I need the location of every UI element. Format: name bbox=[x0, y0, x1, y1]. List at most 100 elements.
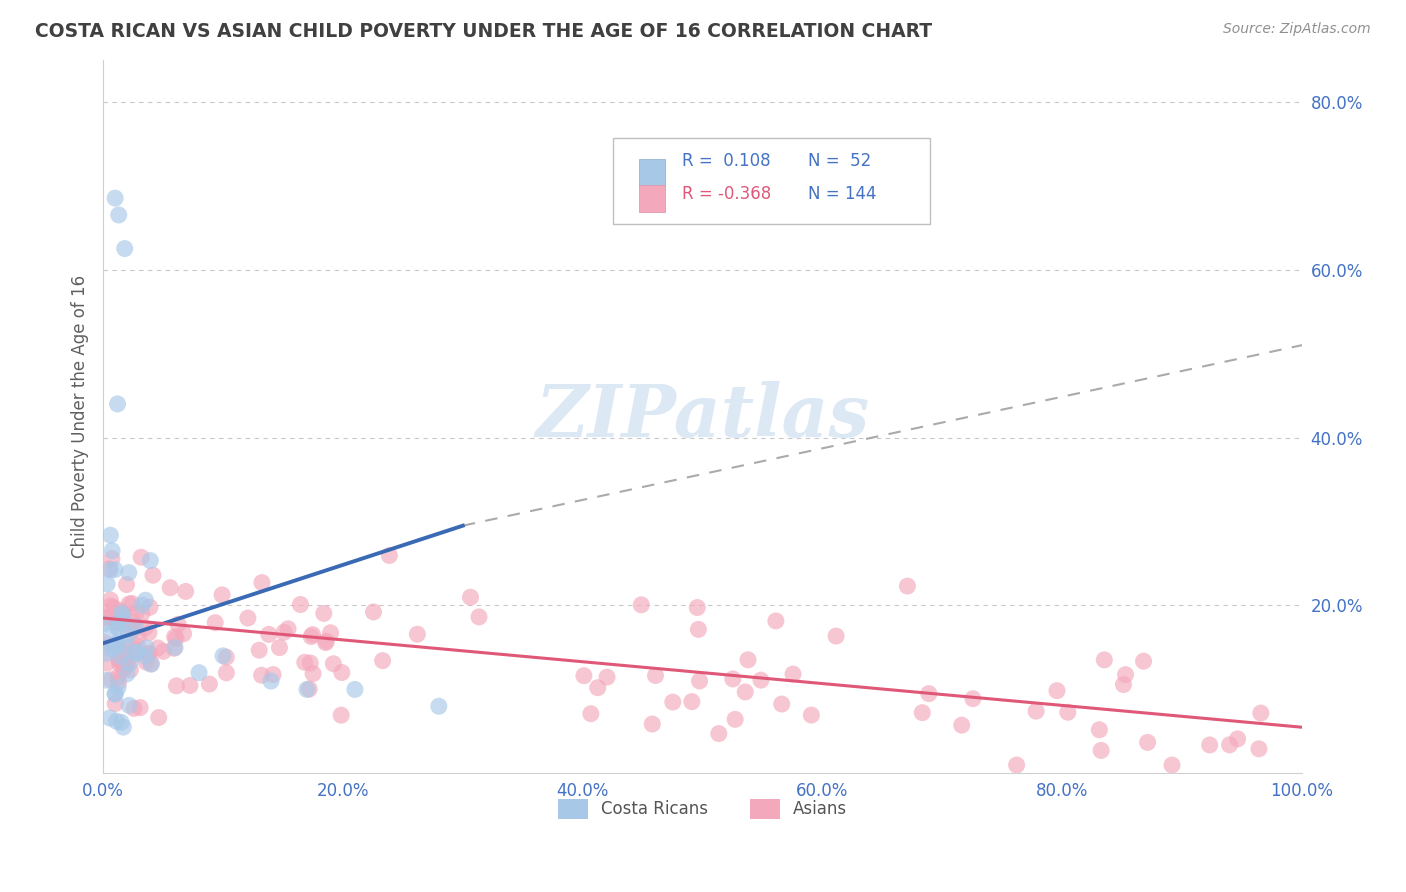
Point bbox=[122, 701, 145, 715]
Point bbox=[962, 691, 984, 706]
Point bbox=[179, 678, 201, 692]
Point bbox=[236, 611, 259, 625]
Point bbox=[749, 673, 772, 687]
Point bbox=[911, 706, 934, 720]
Point bbox=[250, 575, 273, 590]
Point bbox=[93, 616, 115, 631]
Point bbox=[1247, 741, 1270, 756]
Point bbox=[117, 640, 139, 655]
Point bbox=[688, 623, 710, 637]
Point bbox=[110, 606, 132, 620]
Point bbox=[107, 670, 129, 684]
Point bbox=[131, 607, 153, 621]
Point bbox=[212, 648, 235, 663]
Point bbox=[104, 687, 127, 701]
Point bbox=[1226, 731, 1249, 746]
Point bbox=[166, 679, 188, 693]
Point bbox=[118, 566, 141, 580]
Point bbox=[108, 653, 131, 667]
Point bbox=[117, 627, 139, 641]
Point bbox=[215, 650, 238, 665]
Point bbox=[689, 673, 711, 688]
Point bbox=[100, 641, 122, 656]
Point bbox=[247, 643, 270, 657]
Point bbox=[298, 682, 321, 697]
Point bbox=[301, 627, 323, 641]
Point bbox=[139, 600, 162, 615]
Point bbox=[100, 673, 122, 687]
Point bbox=[107, 208, 129, 222]
Point bbox=[115, 657, 138, 672]
Point bbox=[100, 609, 122, 624]
Point bbox=[312, 607, 335, 621]
Point bbox=[104, 191, 127, 205]
Point bbox=[163, 641, 186, 656]
Point bbox=[103, 600, 125, 615]
Point bbox=[302, 666, 325, 681]
Text: ZIPatlas: ZIPatlas bbox=[536, 381, 870, 452]
Y-axis label: Child Poverty Under the Age of 16: Child Poverty Under the Age of 16 bbox=[72, 275, 89, 558]
Point bbox=[250, 668, 273, 682]
Point bbox=[118, 597, 141, 611]
Point bbox=[107, 397, 129, 411]
Point bbox=[110, 715, 132, 730]
Point bbox=[174, 584, 197, 599]
Point bbox=[322, 657, 344, 671]
Point bbox=[142, 568, 165, 582]
Point bbox=[152, 644, 174, 658]
Point bbox=[112, 720, 135, 734]
Point bbox=[896, 579, 918, 593]
Point bbox=[115, 577, 138, 591]
Point bbox=[129, 550, 152, 565]
Point bbox=[662, 695, 685, 709]
Point bbox=[125, 645, 148, 659]
Point bbox=[112, 607, 135, 621]
Point bbox=[1056, 705, 1078, 719]
Point bbox=[107, 638, 129, 652]
Point bbox=[215, 665, 238, 680]
Point bbox=[198, 677, 221, 691]
Point bbox=[94, 673, 117, 688]
Point bbox=[139, 553, 162, 567]
Point bbox=[707, 726, 730, 740]
Point bbox=[406, 627, 429, 641]
Point bbox=[295, 682, 318, 697]
Point bbox=[644, 668, 666, 682]
Bar bbox=[640, 186, 665, 212]
Point bbox=[165, 632, 187, 646]
Point bbox=[112, 660, 135, 674]
Point bbox=[100, 528, 122, 542]
Point bbox=[260, 674, 283, 689]
Point bbox=[98, 711, 121, 725]
Point bbox=[343, 682, 366, 697]
Point bbox=[138, 647, 160, 661]
Point bbox=[118, 698, 141, 713]
Point bbox=[112, 662, 135, 676]
Point bbox=[108, 652, 131, 666]
Point bbox=[121, 623, 143, 637]
Point bbox=[299, 656, 322, 670]
Text: Source: ZipAtlas.com: Source: ZipAtlas.com bbox=[1223, 22, 1371, 37]
Point bbox=[114, 636, 136, 650]
Point bbox=[1198, 738, 1220, 752]
Point bbox=[104, 697, 127, 711]
Point bbox=[641, 717, 664, 731]
Point bbox=[427, 699, 450, 714]
Point bbox=[918, 687, 941, 701]
Point bbox=[724, 712, 747, 726]
Point bbox=[211, 588, 233, 602]
Point bbox=[121, 614, 143, 628]
Point bbox=[96, 656, 118, 670]
Point bbox=[734, 685, 756, 699]
Point bbox=[277, 622, 299, 636]
Point bbox=[120, 663, 142, 677]
Point bbox=[765, 614, 787, 628]
Point bbox=[135, 655, 157, 669]
Text: R = -0.368: R = -0.368 bbox=[682, 185, 772, 202]
Point bbox=[579, 706, 602, 721]
Point bbox=[163, 630, 186, 644]
Point bbox=[378, 549, 401, 563]
Point bbox=[107, 615, 129, 630]
Point bbox=[96, 610, 118, 624]
Point bbox=[122, 620, 145, 634]
